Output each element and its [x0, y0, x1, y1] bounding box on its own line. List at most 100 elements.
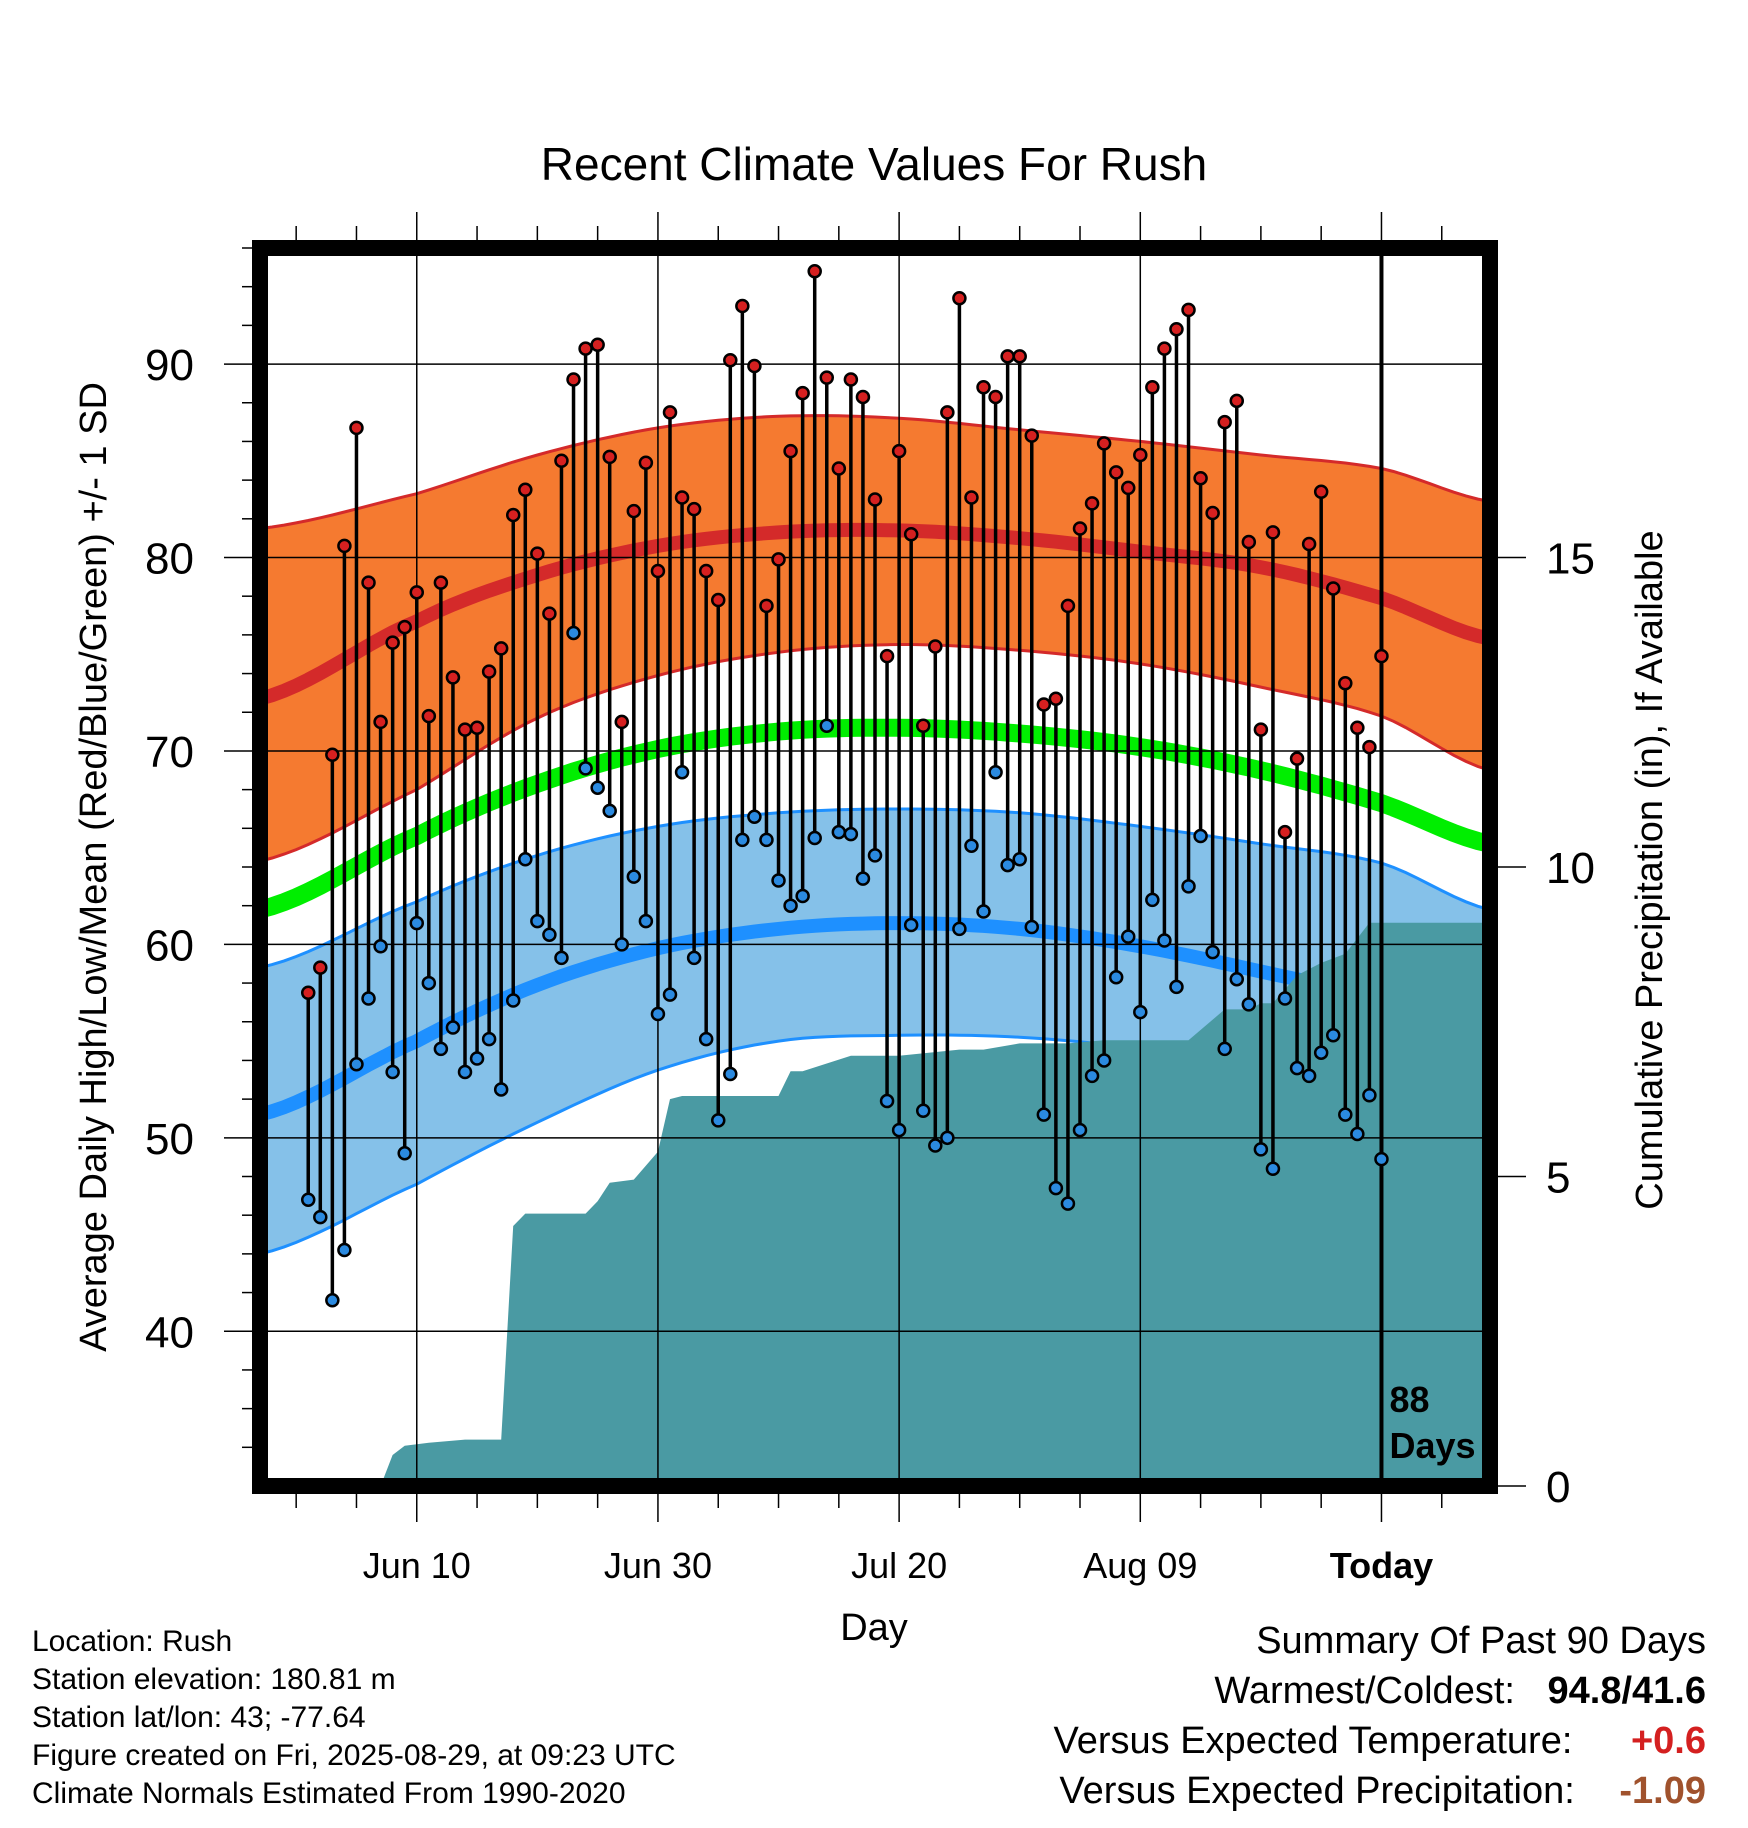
daily-low-point	[771, 873, 786, 888]
daily-high-point	[819, 370, 835, 385]
daily-low-point	[650, 1006, 666, 1022]
daily-high-point	[1060, 598, 1076, 614]
daily-low-point	[325, 1293, 340, 1308]
daily-high-point	[650, 563, 666, 579]
daily-high-point	[843, 372, 859, 387]
daily-low-point	[530, 913, 545, 929]
daily-high-point	[385, 635, 400, 650]
daily-high-point	[493, 641, 509, 656]
daily-low-point	[602, 803, 617, 819]
daily-low-point	[988, 764, 1003, 780]
daily-high-point	[867, 492, 883, 507]
daily-high-point	[1229, 393, 1245, 409]
daily-high-point	[1253, 722, 1269, 737]
daily-high-point	[1338, 675, 1353, 691]
daily-low-point	[831, 824, 847, 840]
x-tick-label: Jun 10	[363, 1545, 471, 1586]
daily-high-point	[409, 585, 425, 600]
daily-high-point	[964, 490, 979, 505]
x-axis-label: Day	[840, 1607, 908, 1649]
daily-high-point	[349, 420, 364, 436]
daily-low-point	[337, 1242, 352, 1258]
daily-low-point	[433, 1041, 449, 1057]
daily-low-point	[759, 832, 774, 848]
daily-low-point	[952, 921, 967, 937]
daily-low-point	[867, 848, 883, 863]
daily-low-point	[1289, 1060, 1305, 1076]
daily-low-point	[481, 1031, 497, 1047]
daily-low-point	[795, 888, 810, 904]
plot-interior: 88 Days	[260, 248, 1490, 1486]
daily-high-point	[1169, 321, 1184, 337]
y-tick-label: 80	[145, 535, 194, 584]
daily-high-point	[1193, 470, 1208, 486]
daily-high-point	[1350, 720, 1365, 735]
daily-high-point	[1133, 447, 1148, 463]
daily-low-point	[1193, 828, 1208, 844]
daily-high-point	[1265, 525, 1281, 540]
daily-low-point	[855, 871, 871, 886]
daily-low-point	[940, 1130, 955, 1146]
daily-low-point	[349, 1057, 364, 1072]
plot-frame	[252, 240, 1498, 1494]
daily-low-point	[1012, 852, 1027, 867]
daily-low-point	[1181, 879, 1196, 894]
today-days-unit: Days	[1389, 1425, 1475, 1466]
daily-high-point	[759, 598, 774, 614]
summary-precip-delta: Versus Expected Precipitation: -1.09	[1059, 1770, 1706, 1813]
daily-low-point	[1350, 1126, 1365, 1142]
daily-low-point	[1000, 857, 1015, 873]
temp-delta-label: Versus Expected Temperature:	[1053, 1720, 1573, 1762]
daily-high-point	[1205, 505, 1220, 521]
daily-high-point	[698, 563, 714, 579]
daily-high-point	[1120, 480, 1136, 496]
daily-high-point	[771, 552, 786, 567]
station-elevation: Station elevation: 180.81 m	[32, 1663, 396, 1696]
warmest-coldest-label: Warmest/Coldest:	[1214, 1670, 1515, 1712]
daily-high-point	[783, 443, 798, 459]
daily-high-point	[1048, 691, 1064, 706]
x-tick-label: Jun 30	[604, 1545, 712, 1586]
daily-high-point	[1012, 349, 1027, 364]
daily-high-point	[590, 337, 605, 352]
daily-high-point	[1301, 536, 1317, 552]
daily-high-point	[1277, 824, 1293, 840]
daily-high-point	[530, 546, 545, 561]
daily-high-point	[940, 405, 955, 420]
daily-low-point	[1169, 979, 1184, 995]
daily-high-point	[554, 453, 569, 469]
daily-low-point	[698, 1031, 714, 1047]
daily-low-point	[1338, 1107, 1353, 1122]
daily-high-point	[433, 575, 449, 590]
daily-high-point	[879, 648, 895, 664]
daily-high-point	[1036, 697, 1052, 712]
daily-low-point	[1048, 1180, 1064, 1196]
daily-low-point	[457, 1064, 473, 1080]
daily-high-point	[313, 960, 328, 975]
daily-low-point	[614, 937, 630, 952]
y-tick-label: 90	[145, 341, 194, 390]
daily-low-point	[578, 761, 593, 776]
daily-high-point	[723, 352, 738, 368]
daily-low-point	[1325, 1028, 1341, 1043]
daily-high-point	[505, 507, 521, 523]
daily-low-point	[313, 1209, 328, 1225]
low-sd-band	[260, 809, 1490, 1254]
daily-high-point	[361, 575, 376, 590]
daily-low-point	[843, 826, 859, 842]
daily-low-point	[300, 1192, 316, 1207]
daily-low-point	[976, 904, 991, 919]
summary-warmest-coldest: Warmest/Coldest: 94.8/41.6	[1214, 1670, 1706, 1713]
daily-high-point	[710, 592, 726, 608]
y2-tick-label: 15	[1546, 535, 1595, 584]
daily-low-point	[518, 852, 533, 867]
daily-low-point	[409, 915, 425, 931]
daily-low-point	[723, 1066, 738, 1082]
daily-high-point	[1325, 581, 1341, 596]
daily-high-point	[1145, 380, 1160, 395]
daily-high-point	[469, 720, 485, 735]
figure-created: Figure created on Fri, 2025-08-29, at 09…	[32, 1739, 676, 1772]
daily-low-point	[1096, 1053, 1112, 1068]
